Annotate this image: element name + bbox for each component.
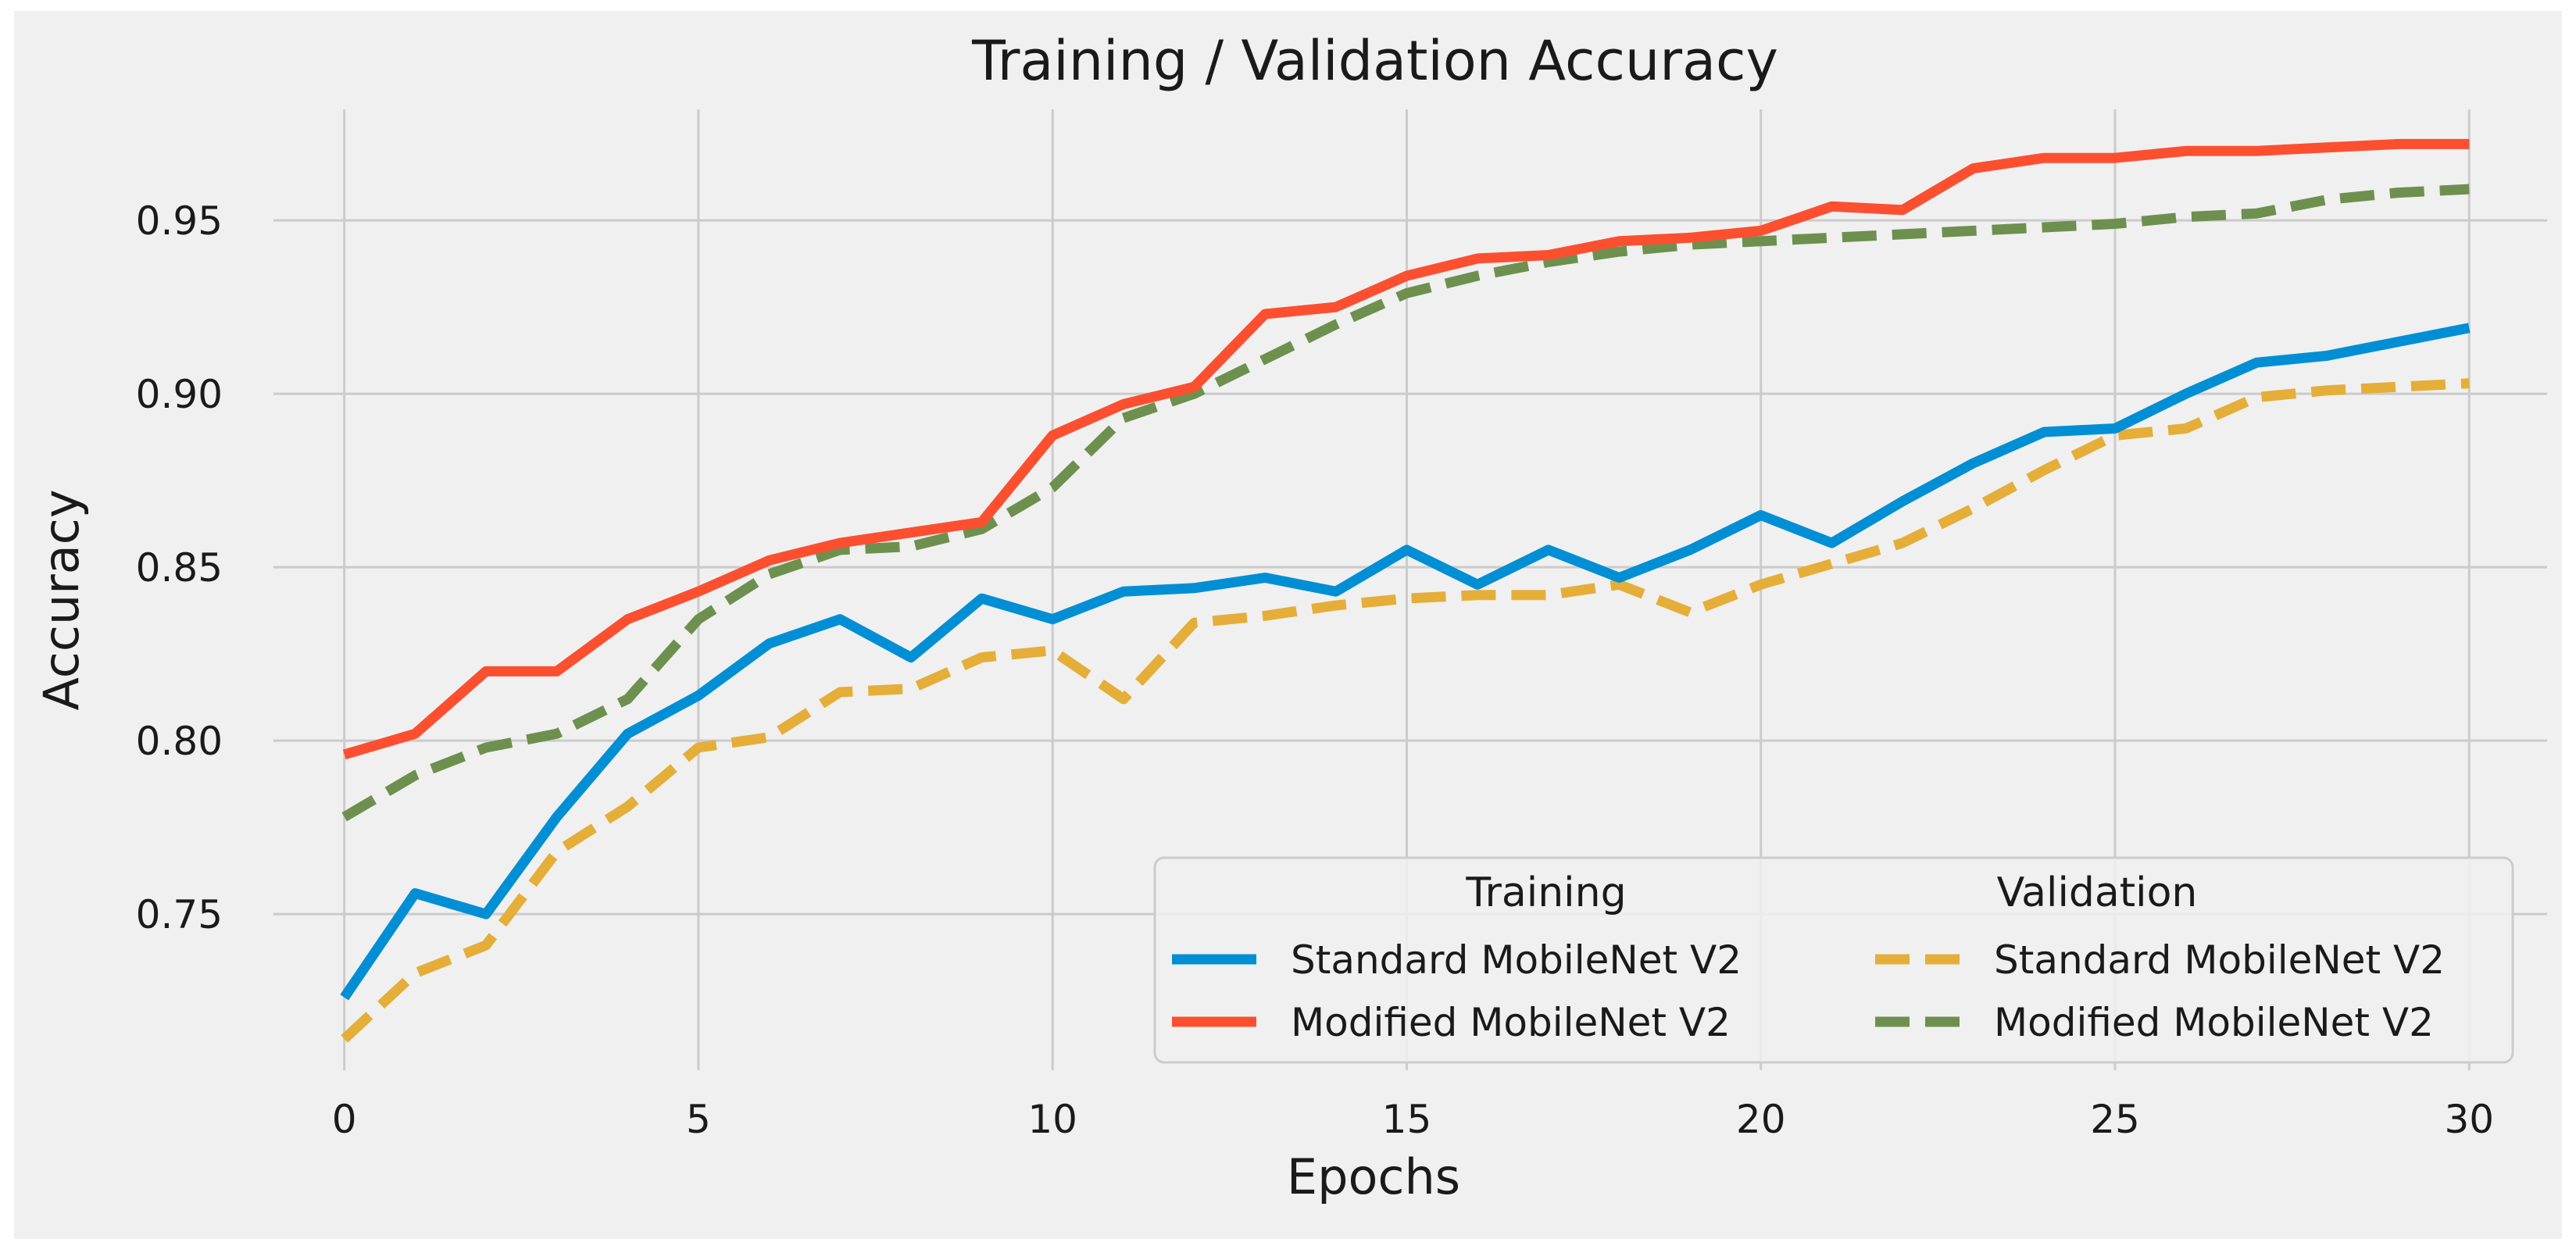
validation-modified-line	[341, 184, 2470, 822]
y-tick-label: 0.75	[136, 892, 223, 937]
chart-title: Training / Validation Accuracy	[971, 29, 1778, 93]
y-tick-label: 0.80	[136, 719, 223, 764]
x-tick-label: 15	[1382, 1097, 1432, 1142]
legend-title-validation: Validation	[1997, 869, 2198, 916]
x-tick-label: 5	[686, 1097, 711, 1142]
x-axis-label: Epochs	[1287, 1148, 1460, 1205]
y-tick-label: 0.95	[136, 198, 223, 244]
legend-label-training-modified: Modified MobileNet V2	[1291, 1000, 1731, 1045]
legend-frame	[1153, 856, 2514, 1064]
validation-standard-line	[341, 378, 2470, 1043]
x-tick-label: 20	[1736, 1097, 1786, 1142]
x-tick-label: 0	[332, 1097, 357, 1142]
legend-label-training-standard: Standard MobileNet V2	[1291, 937, 1742, 983]
axis-ticks: 0 5 10 15 20 25 30 0.75 0.80 0.85 0.90 0.95	[136, 198, 2494, 1142]
legend: Training Validation Standard MobileNet V…	[1153, 856, 2514, 1064]
grid	[273, 109, 2547, 1070]
x-tick-label: 10	[1027, 1097, 1077, 1142]
legend-label-validation-modified: Modified MobileNet V2	[1994, 1000, 2434, 1045]
x-tick-label: 25	[2090, 1097, 2140, 1142]
y-tick-label: 0.85	[136, 545, 223, 591]
legend-title-training: Training	[1465, 869, 1626, 916]
x-tick-label: 30	[2444, 1097, 2494, 1142]
legend-label-validation-standard: Standard MobileNet V2	[1994, 937, 2445, 983]
training-modified-line	[342, 138, 2470, 760]
y-tick-label: 0.90	[136, 372, 223, 417]
series-lines	[340, 138, 2471, 1043]
training-standard-line	[340, 323, 2471, 1001]
legend-entries: Standard MobileNet V2 Modified MobileNet …	[1172, 937, 2445, 1045]
y-axis-label: Accuracy	[33, 489, 90, 710]
